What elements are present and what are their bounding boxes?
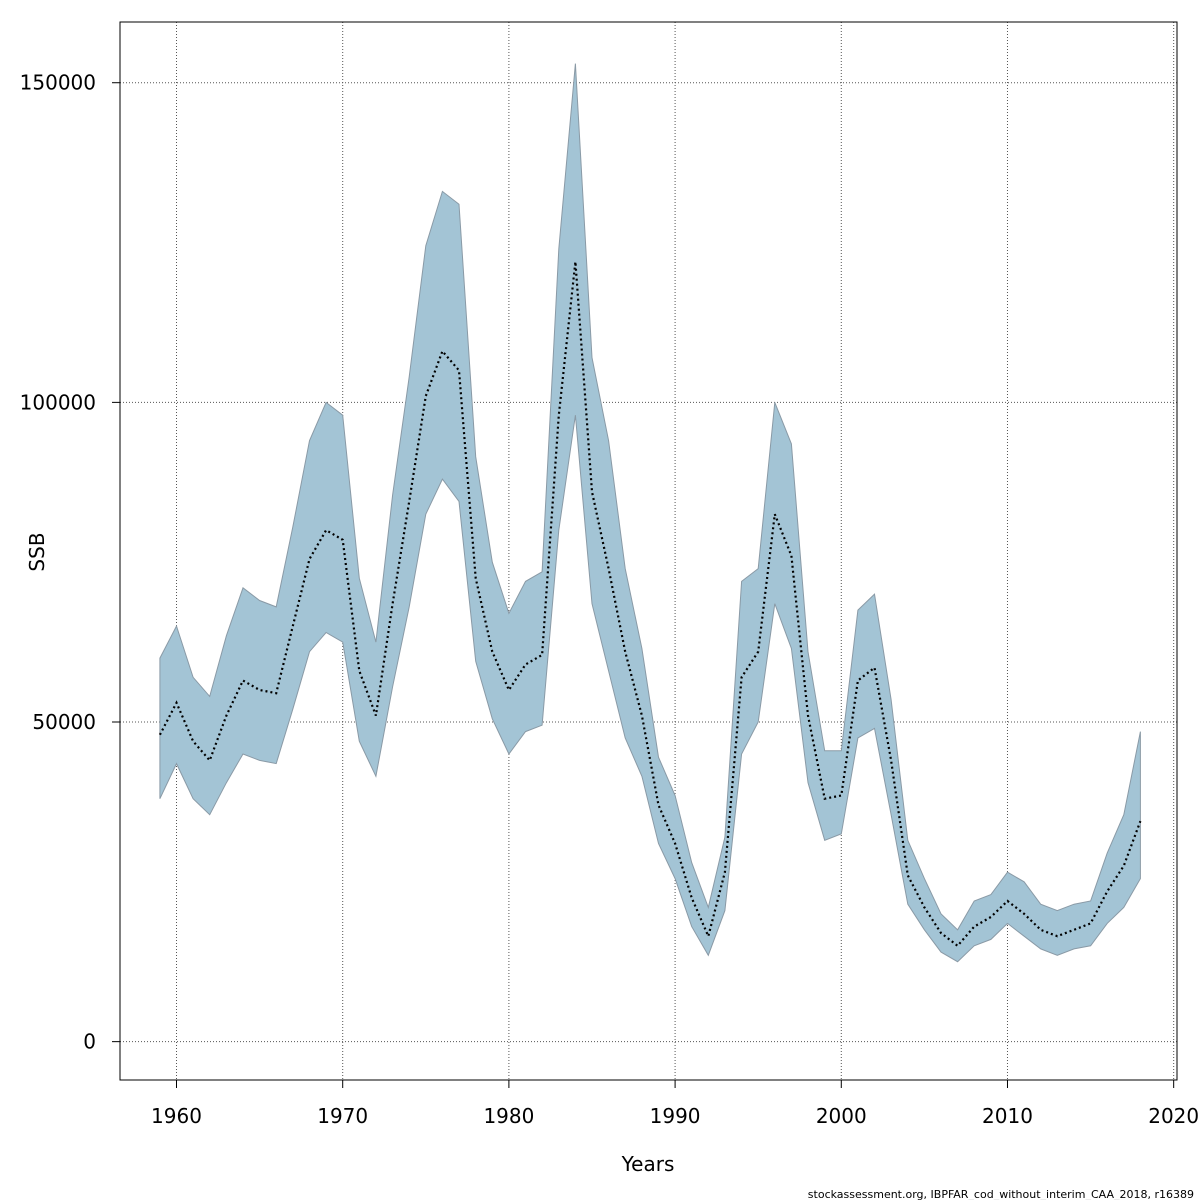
y-tick-label: 0: [83, 1030, 96, 1054]
y-axis: 0 50000 100000 150000: [20, 71, 120, 1054]
x-tick-label: 1970: [317, 1104, 368, 1128]
y-axis-label: SSB: [25, 532, 49, 571]
x-tick-label: 1960: [151, 1104, 202, 1128]
plot-frame: [119, 21, 1178, 1081]
x-tick-label: 2010: [982, 1104, 1033, 1128]
ssb-estimate-line: [158, 261, 1142, 948]
x-axis: 1960 1970 1980 1990 2000 2010 2020: [151, 1080, 1199, 1128]
footer-credit: stockassessment.org, IBPFAR_cod_without_…: [808, 1188, 1194, 1200]
y-tick-label: 150000: [20, 71, 96, 95]
x-tick-label: 1990: [650, 1104, 701, 1128]
x-tick-label: 1980: [483, 1104, 534, 1128]
y-tick-label: 50000: [32, 710, 96, 734]
confidence-band: [159, 63, 1141, 963]
x-tick-label: 2000: [816, 1104, 867, 1128]
confidence-band-layer: [159, 63, 1141, 963]
x-tick-label: 2020: [1148, 1104, 1199, 1128]
y-tick-label: 100000: [20, 390, 96, 414]
x-axis-label: Years: [621, 1152, 675, 1176]
estimate-line-layer: [158, 261, 1142, 948]
